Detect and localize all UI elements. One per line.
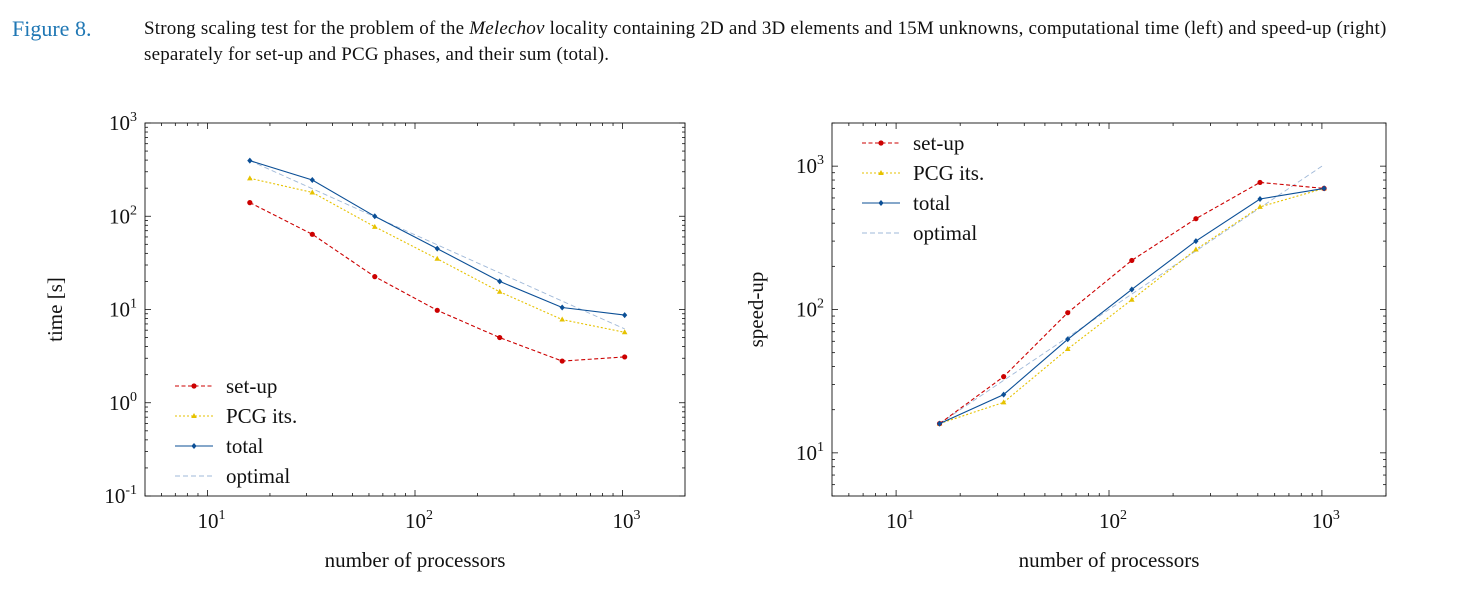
data-point-pcg: [1064, 346, 1071, 352]
data-point-pcg: [1129, 296, 1135, 302]
legend-label-pcg: PCG its.: [226, 404, 297, 428]
legend-label-optimal: optimal: [226, 464, 290, 488]
x-tick-label: 102: [1099, 508, 1127, 533]
data-point-setup: [309, 231, 315, 237]
y-tick-label: 103: [109, 110, 137, 135]
legend-marker-total: [191, 443, 197, 449]
series-line-pcg: [939, 187, 1325, 425]
data-point-pcg: [309, 189, 316, 195]
data-point-pcg: [371, 223, 378, 229]
data-point-total: [434, 245, 440, 252]
legend-label-total: total: [913, 191, 950, 215]
series-line-optimal: [939, 164, 1325, 424]
y-axis-label: time [s]: [43, 277, 67, 342]
data-point-total: [622, 312, 628, 319]
series-line-optimal: [249, 160, 625, 330]
series-setup: [936, 179, 1327, 427]
data-point-total: [1129, 286, 1135, 293]
series-total: [936, 185, 1327, 427]
y-tick-label: 101: [796, 440, 824, 465]
legend-marker-pcg: [191, 413, 197, 418]
data-point-total: [1321, 185, 1327, 192]
legend-label-total: total: [226, 434, 263, 458]
figure-caption: Figure 8. Strong scaling test for the pr…: [12, 16, 1468, 68]
series-optimal: [249, 160, 625, 330]
series-setup: [247, 200, 628, 364]
legend-label-setup: set-up: [913, 131, 964, 155]
legend: set-up PCG its. total optimal: [862, 131, 984, 245]
y-tick-label: 102: [109, 203, 137, 228]
data-point-setup: [247, 200, 253, 206]
series-line-total: [249, 160, 625, 316]
x-axis-label: number of processors: [325, 548, 506, 572]
data-point-pcg: [559, 316, 565, 322]
data-point-total: [1001, 391, 1007, 398]
x-tick-label: 103: [1312, 508, 1340, 533]
data-point-setup: [1001, 374, 1007, 380]
caption-text: Strong scaling test for the problem of t…: [144, 16, 1468, 68]
data-point-total: [936, 420, 943, 427]
series-pcg: [247, 175, 628, 335]
data-point-pcg: [247, 175, 253, 181]
series-line-setup: [939, 181, 1325, 425]
speedup-chart: 101 102 103 101 102 103 number of processors sp…: [744, 122, 1387, 572]
data-point-setup: [1065, 310, 1071, 316]
x-tick-label: 103: [613, 508, 641, 533]
y-axis-label: speed-up: [744, 272, 768, 348]
data-point-pcg: [621, 329, 628, 335]
y-tick-label: 100: [109, 390, 137, 415]
data-point-pcg: [496, 288, 503, 294]
y-tick-label: 101: [109, 297, 137, 322]
data-point-setup: [372, 274, 378, 280]
legend: set-up PCG its. total optimal: [175, 374, 297, 488]
x-tick-label: 102: [405, 508, 433, 533]
data-point-setup: [497, 334, 503, 341]
series-optimal: [939, 164, 1325, 424]
data-point-setup: [559, 358, 565, 364]
data-point-pcg: [1000, 399, 1007, 405]
data-point-setup: [1193, 216, 1199, 222]
data-point-setup: [1257, 179, 1263, 186]
y-tick-label: 102: [796, 297, 824, 322]
legend-marker-pcg: [878, 170, 884, 175]
series-line-total: [939, 187, 1325, 425]
legend-marker-setup: [878, 140, 884, 146]
data-point-total: [309, 176, 315, 183]
figure-label: Figure 8.: [12, 16, 92, 41]
ticks: [144, 122, 686, 497]
y-tick-label: 103: [796, 153, 824, 178]
data-point-total: [247, 157, 253, 164]
data-point-total: [1065, 336, 1071, 343]
legend-label-pcg: PCG its.: [913, 161, 984, 185]
y-tick-label: 10-1: [104, 483, 137, 508]
data-point-total: [1257, 195, 1263, 202]
legend-marker-setup: [191, 383, 197, 389]
series-total: [247, 157, 628, 319]
data-point-total: [497, 278, 503, 285]
data-point-pcg: [434, 255, 441, 261]
data-point-pcg: [1193, 246, 1199, 252]
legend-label-optimal: optimal: [913, 221, 977, 245]
x-tick-label: 101: [197, 508, 225, 533]
caption-italic-locality: Melechov: [469, 18, 545, 39]
data-point-setup: [434, 307, 440, 313]
series-line-setup: [249, 202, 625, 362]
time-chart: 101 102 103 10-1 100 101 102 103 number of proce…: [43, 110, 686, 572]
data-point-total: [1193, 238, 1199, 245]
ticks: [831, 122, 1387, 497]
data-point-setup: [622, 354, 628, 360]
legend-label-setup: set-up: [226, 374, 277, 398]
data-point-total: [559, 304, 565, 311]
data-point-setup: [1129, 257, 1135, 264]
caption-text-after: locality containing 2D and 3D elements a…: [144, 18, 1387, 65]
x-axis-label: number of processors: [1019, 548, 1200, 572]
data-point-total: [372, 213, 378, 220]
x-tick-label: 101: [886, 508, 914, 533]
data-point-pcg: [1257, 203, 1263, 209]
series-pcg: [936, 185, 1327, 426]
legend-marker-total: [878, 200, 884, 206]
caption-text-before: Strong scaling test for the problem of t…: [144, 18, 470, 39]
